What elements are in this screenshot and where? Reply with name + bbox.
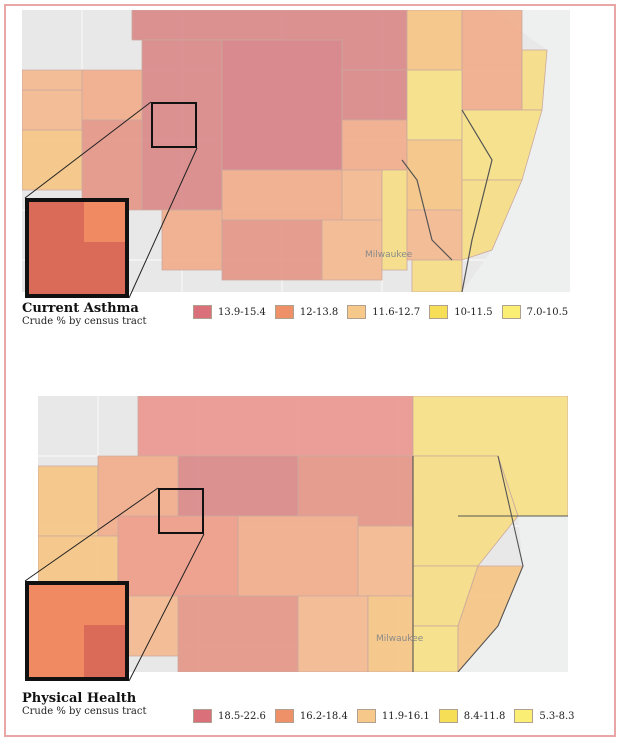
legend-item: 8.4-11.8 (438, 709, 506, 723)
legend-swatch (193, 709, 212, 723)
asthma-subtitle: Crude % by census tract (22, 316, 147, 327)
physical-subtitle: Crude % by census tract (22, 706, 147, 717)
physical-tract-map (38, 396, 568, 672)
physical-inset-tract (84, 625, 125, 677)
physical-inset-tract (84, 585, 125, 625)
legend-swatch (274, 709, 294, 723)
legend-item: 11.6-12.7 (347, 305, 420, 319)
asthma-zoom-box (151, 102, 197, 148)
physical-inset (25, 581, 129, 681)
asthma-inset-tract (29, 202, 84, 242)
legend-item: 5.3-8.3 (514, 709, 575, 723)
legend-swatch (514, 709, 534, 723)
legend-item: 12-13.8 (274, 305, 339, 319)
legend-label: 13.9-15.4 (218, 306, 266, 318)
asthma-title: Current Asthma (22, 301, 139, 316)
legend-swatch (356, 709, 376, 723)
physical-zoom-box (158, 488, 204, 534)
asthma-legend: 13.9-15.4 12-13.8 11.6-12.7 10-11.5 7.0-… (193, 305, 577, 319)
physical-legend: 18.5-22.6 16.2-18.4 11.9-16.1 8.4-11.8 5… (193, 709, 584, 723)
legend-swatch (438, 709, 458, 723)
legend-item: 13.9-15.4 (193, 305, 266, 319)
legend-item: 11.9-16.1 (356, 709, 430, 723)
legend-swatch (501, 305, 521, 319)
asthma-city-label: Milwaukee (365, 250, 413, 260)
asthma-inset-tract (29, 242, 84, 294)
legend-label: 10-11.5 (454, 306, 493, 318)
physical-inset-tract (29, 625, 84, 677)
legend-swatch (274, 305, 294, 319)
legend-item: 7.0-10.5 (501, 305, 569, 319)
legend-swatch (347, 305, 367, 319)
legend-item: 10-11.5 (429, 305, 493, 319)
legend-item: 16.2-18.4 (274, 709, 348, 723)
legend-swatch (193, 305, 212, 319)
legend-label: 18.5-22.6 (218, 710, 266, 722)
legend-swatch (429, 305, 449, 319)
figure-frame (4, 4, 616, 737)
legend-label: 12-13.8 (299, 306, 339, 318)
physical-inset-tract (29, 585, 84, 625)
physical-city-label: Milwaukee (376, 634, 424, 644)
asthma-tract-map (22, 10, 570, 292)
legend-label: 5.3-8.3 (539, 710, 575, 722)
legend-item: 18.5-22.6 (193, 709, 266, 723)
legend-label: 11.6-12.7 (372, 306, 421, 318)
legend-label: 16.2-18.4 (299, 710, 348, 722)
physical-title: Physical Health (22, 691, 137, 706)
legend-label: 7.0-10.5 (526, 306, 569, 318)
legend-label: 11.9-16.1 (381, 710, 430, 722)
asthma-inset (25, 198, 129, 298)
asthma-inset-tract (84, 242, 125, 294)
asthma-inset-tract (84, 202, 125, 242)
legend-label: 8.4-11.8 (463, 710, 506, 722)
physical-map[interactable]: Milwaukee (38, 396, 568, 672)
